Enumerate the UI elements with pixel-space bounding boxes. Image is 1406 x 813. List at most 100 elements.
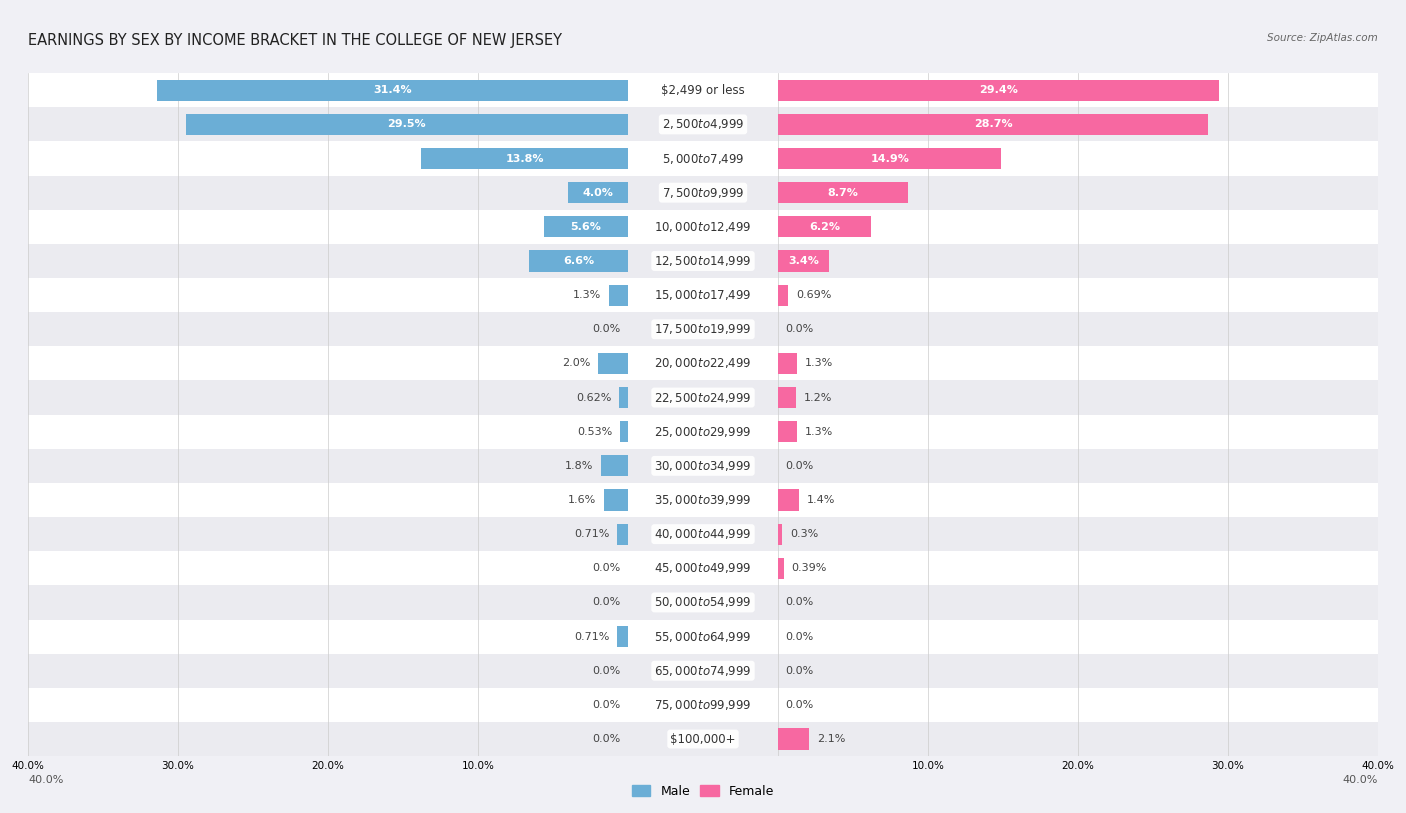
Text: 4.0%: 4.0%	[582, 188, 613, 198]
Bar	[0, 244, 1406, 278]
Bar	[619, 387, 628, 408]
Text: $17,500 to $19,999: $17,500 to $19,999	[654, 322, 752, 337]
Bar	[0, 346, 1406, 380]
Bar	[617, 626, 628, 647]
Text: $12,500 to $14,999: $12,500 to $14,999	[654, 254, 752, 268]
Text: Source: ZipAtlas.com: Source: ZipAtlas.com	[1267, 33, 1378, 42]
Bar	[605, 489, 628, 511]
Text: 6.6%: 6.6%	[562, 256, 595, 266]
Text: $30,000 to $34,999: $30,000 to $34,999	[654, 459, 752, 473]
Bar	[0, 107, 1406, 141]
Bar	[609, 285, 628, 306]
Bar	[0, 415, 1406, 449]
Bar	[0, 483, 1406, 517]
Text: $15,000 to $17,499: $15,000 to $17,499	[654, 288, 752, 302]
Bar	[420, 148, 628, 169]
Text: $22,500 to $24,999: $22,500 to $24,999	[654, 390, 752, 405]
Text: 40.0%: 40.0%	[1343, 776, 1378, 785]
Text: 0.0%: 0.0%	[786, 598, 814, 607]
Legend: Male, Female: Male, Female	[627, 780, 779, 802]
Bar	[0, 278, 1406, 312]
Bar	[0, 483, 1406, 517]
Bar	[0, 210, 1406, 244]
Text: 40.0%: 40.0%	[28, 776, 63, 785]
Text: 0.69%: 0.69%	[796, 290, 831, 300]
Bar	[0, 449, 1406, 483]
Text: 31.4%: 31.4%	[373, 85, 412, 95]
Bar	[0, 312, 1406, 346]
Text: $75,000 to $99,999: $75,000 to $99,999	[654, 698, 752, 712]
Bar	[0, 141, 1406, 176]
Bar	[778, 353, 797, 374]
Bar	[0, 415, 1406, 449]
Text: 28.7%: 28.7%	[974, 120, 1012, 129]
Bar	[0, 688, 1406, 722]
Text: 0.62%: 0.62%	[576, 393, 612, 402]
Text: 0.0%: 0.0%	[592, 700, 620, 710]
Text: 2.1%: 2.1%	[817, 734, 845, 744]
Text: $35,000 to $39,999: $35,000 to $39,999	[654, 493, 752, 507]
Bar	[0, 346, 1406, 380]
Text: 0.53%: 0.53%	[578, 427, 613, 437]
Bar	[0, 415, 1406, 449]
Bar	[0, 517, 1406, 551]
Text: $10,000 to $12,499: $10,000 to $12,499	[654, 220, 752, 234]
Bar	[778, 216, 870, 237]
Bar	[0, 141, 1406, 176]
Text: $20,000 to $22,499: $20,000 to $22,499	[654, 356, 752, 371]
Bar	[0, 688, 1406, 722]
Bar	[0, 654, 1406, 688]
Bar	[0, 654, 1406, 688]
Bar	[0, 620, 1406, 654]
Text: 1.2%: 1.2%	[803, 393, 832, 402]
Bar	[0, 688, 1406, 722]
Text: $25,000 to $29,999: $25,000 to $29,999	[654, 424, 752, 439]
Text: EARNINGS BY SEX BY INCOME BRACKET IN THE COLLEGE OF NEW JERSEY: EARNINGS BY SEX BY INCOME BRACKET IN THE…	[28, 33, 562, 47]
Bar	[568, 182, 628, 203]
Bar	[0, 346, 1406, 380]
Bar	[620, 421, 628, 442]
Text: 6.2%: 6.2%	[808, 222, 839, 232]
Text: 0.0%: 0.0%	[592, 324, 620, 334]
Bar	[0, 517, 1406, 551]
Bar	[778, 114, 1208, 135]
Text: $45,000 to $49,999: $45,000 to $49,999	[654, 561, 752, 576]
Text: $7,500 to $9,999: $7,500 to $9,999	[662, 185, 744, 200]
Text: 0.71%: 0.71%	[575, 632, 610, 641]
Text: $2,500 to $4,999: $2,500 to $4,999	[662, 117, 744, 132]
Text: 29.4%: 29.4%	[979, 85, 1018, 95]
Bar	[0, 73, 1406, 107]
Text: $40,000 to $44,999: $40,000 to $44,999	[654, 527, 752, 541]
Text: 0.0%: 0.0%	[592, 563, 620, 573]
Text: 0.0%: 0.0%	[592, 598, 620, 607]
Text: 1.6%: 1.6%	[568, 495, 596, 505]
Bar	[0, 380, 1406, 415]
Text: 0.0%: 0.0%	[786, 666, 814, 676]
Bar	[186, 114, 628, 135]
Text: 1.3%: 1.3%	[572, 290, 600, 300]
Bar	[778, 489, 799, 511]
Bar	[0, 176, 1406, 210]
Text: 8.7%: 8.7%	[828, 188, 859, 198]
Bar	[0, 244, 1406, 278]
Bar	[778, 182, 908, 203]
Text: 13.8%: 13.8%	[505, 154, 544, 163]
Bar	[0, 620, 1406, 654]
Bar	[0, 380, 1406, 415]
Bar	[0, 585, 1406, 620]
Bar	[778, 80, 1219, 101]
Text: $65,000 to $74,999: $65,000 to $74,999	[654, 663, 752, 678]
Text: 0.0%: 0.0%	[786, 700, 814, 710]
Text: $55,000 to $64,999: $55,000 to $64,999	[654, 629, 752, 644]
Bar	[0, 620, 1406, 654]
Bar	[778, 148, 1001, 169]
Bar	[0, 141, 1406, 176]
Text: 0.0%: 0.0%	[786, 324, 814, 334]
Bar	[0, 654, 1406, 688]
Bar	[0, 107, 1406, 141]
Text: 3.4%: 3.4%	[787, 256, 818, 266]
Bar	[0, 278, 1406, 312]
Bar	[0, 210, 1406, 244]
Text: 0.39%: 0.39%	[792, 563, 827, 573]
Bar	[0, 551, 1406, 585]
